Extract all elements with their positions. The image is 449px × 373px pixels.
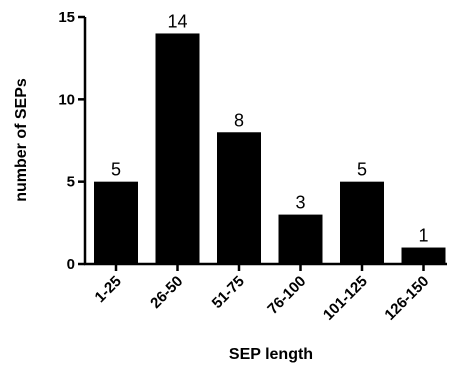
x-tick-label: 51-75 (209, 273, 248, 312)
bar-value-label: 1 (418, 226, 428, 246)
x-axis: 1-25 26-50 51-75 76-100 101-125 126-150 (84, 262, 447, 324)
bar (340, 181, 384, 264)
bar (401, 247, 446, 264)
x-tick-label: 126-150 (381, 273, 432, 324)
x-axis-title: SEP length (229, 346, 313, 363)
data-labels: 5 14 8 3 5 1 (111, 11, 429, 245)
bar-value-label: 5 (357, 160, 367, 180)
bar-value-label: 5 (111, 160, 121, 180)
y-tick-label: 10 (58, 91, 75, 108)
y-tick-label: 0 (67, 256, 75, 273)
x-tick-label: 101-125 (320, 273, 371, 324)
y-tick-label: 5 (67, 174, 75, 191)
bar (155, 33, 200, 264)
x-tick-label: 1-25 (92, 273, 125, 306)
y-axis: 0 5 10 15 (58, 9, 87, 273)
bar-value-label: 8 (234, 110, 244, 130)
bars (94, 33, 446, 264)
bar (278, 214, 323, 264)
y-axis-title: number of SEPs (13, 78, 30, 202)
bar-value-label: 14 (167, 11, 187, 31)
y-tick-label: 15 (58, 9, 75, 26)
bar (94, 181, 138, 264)
bar-value-label: 3 (295, 193, 305, 213)
bar (217, 132, 261, 264)
x-tick-label: 76-100 (264, 273, 309, 318)
x-tick-label: 26-50 (147, 273, 186, 312)
